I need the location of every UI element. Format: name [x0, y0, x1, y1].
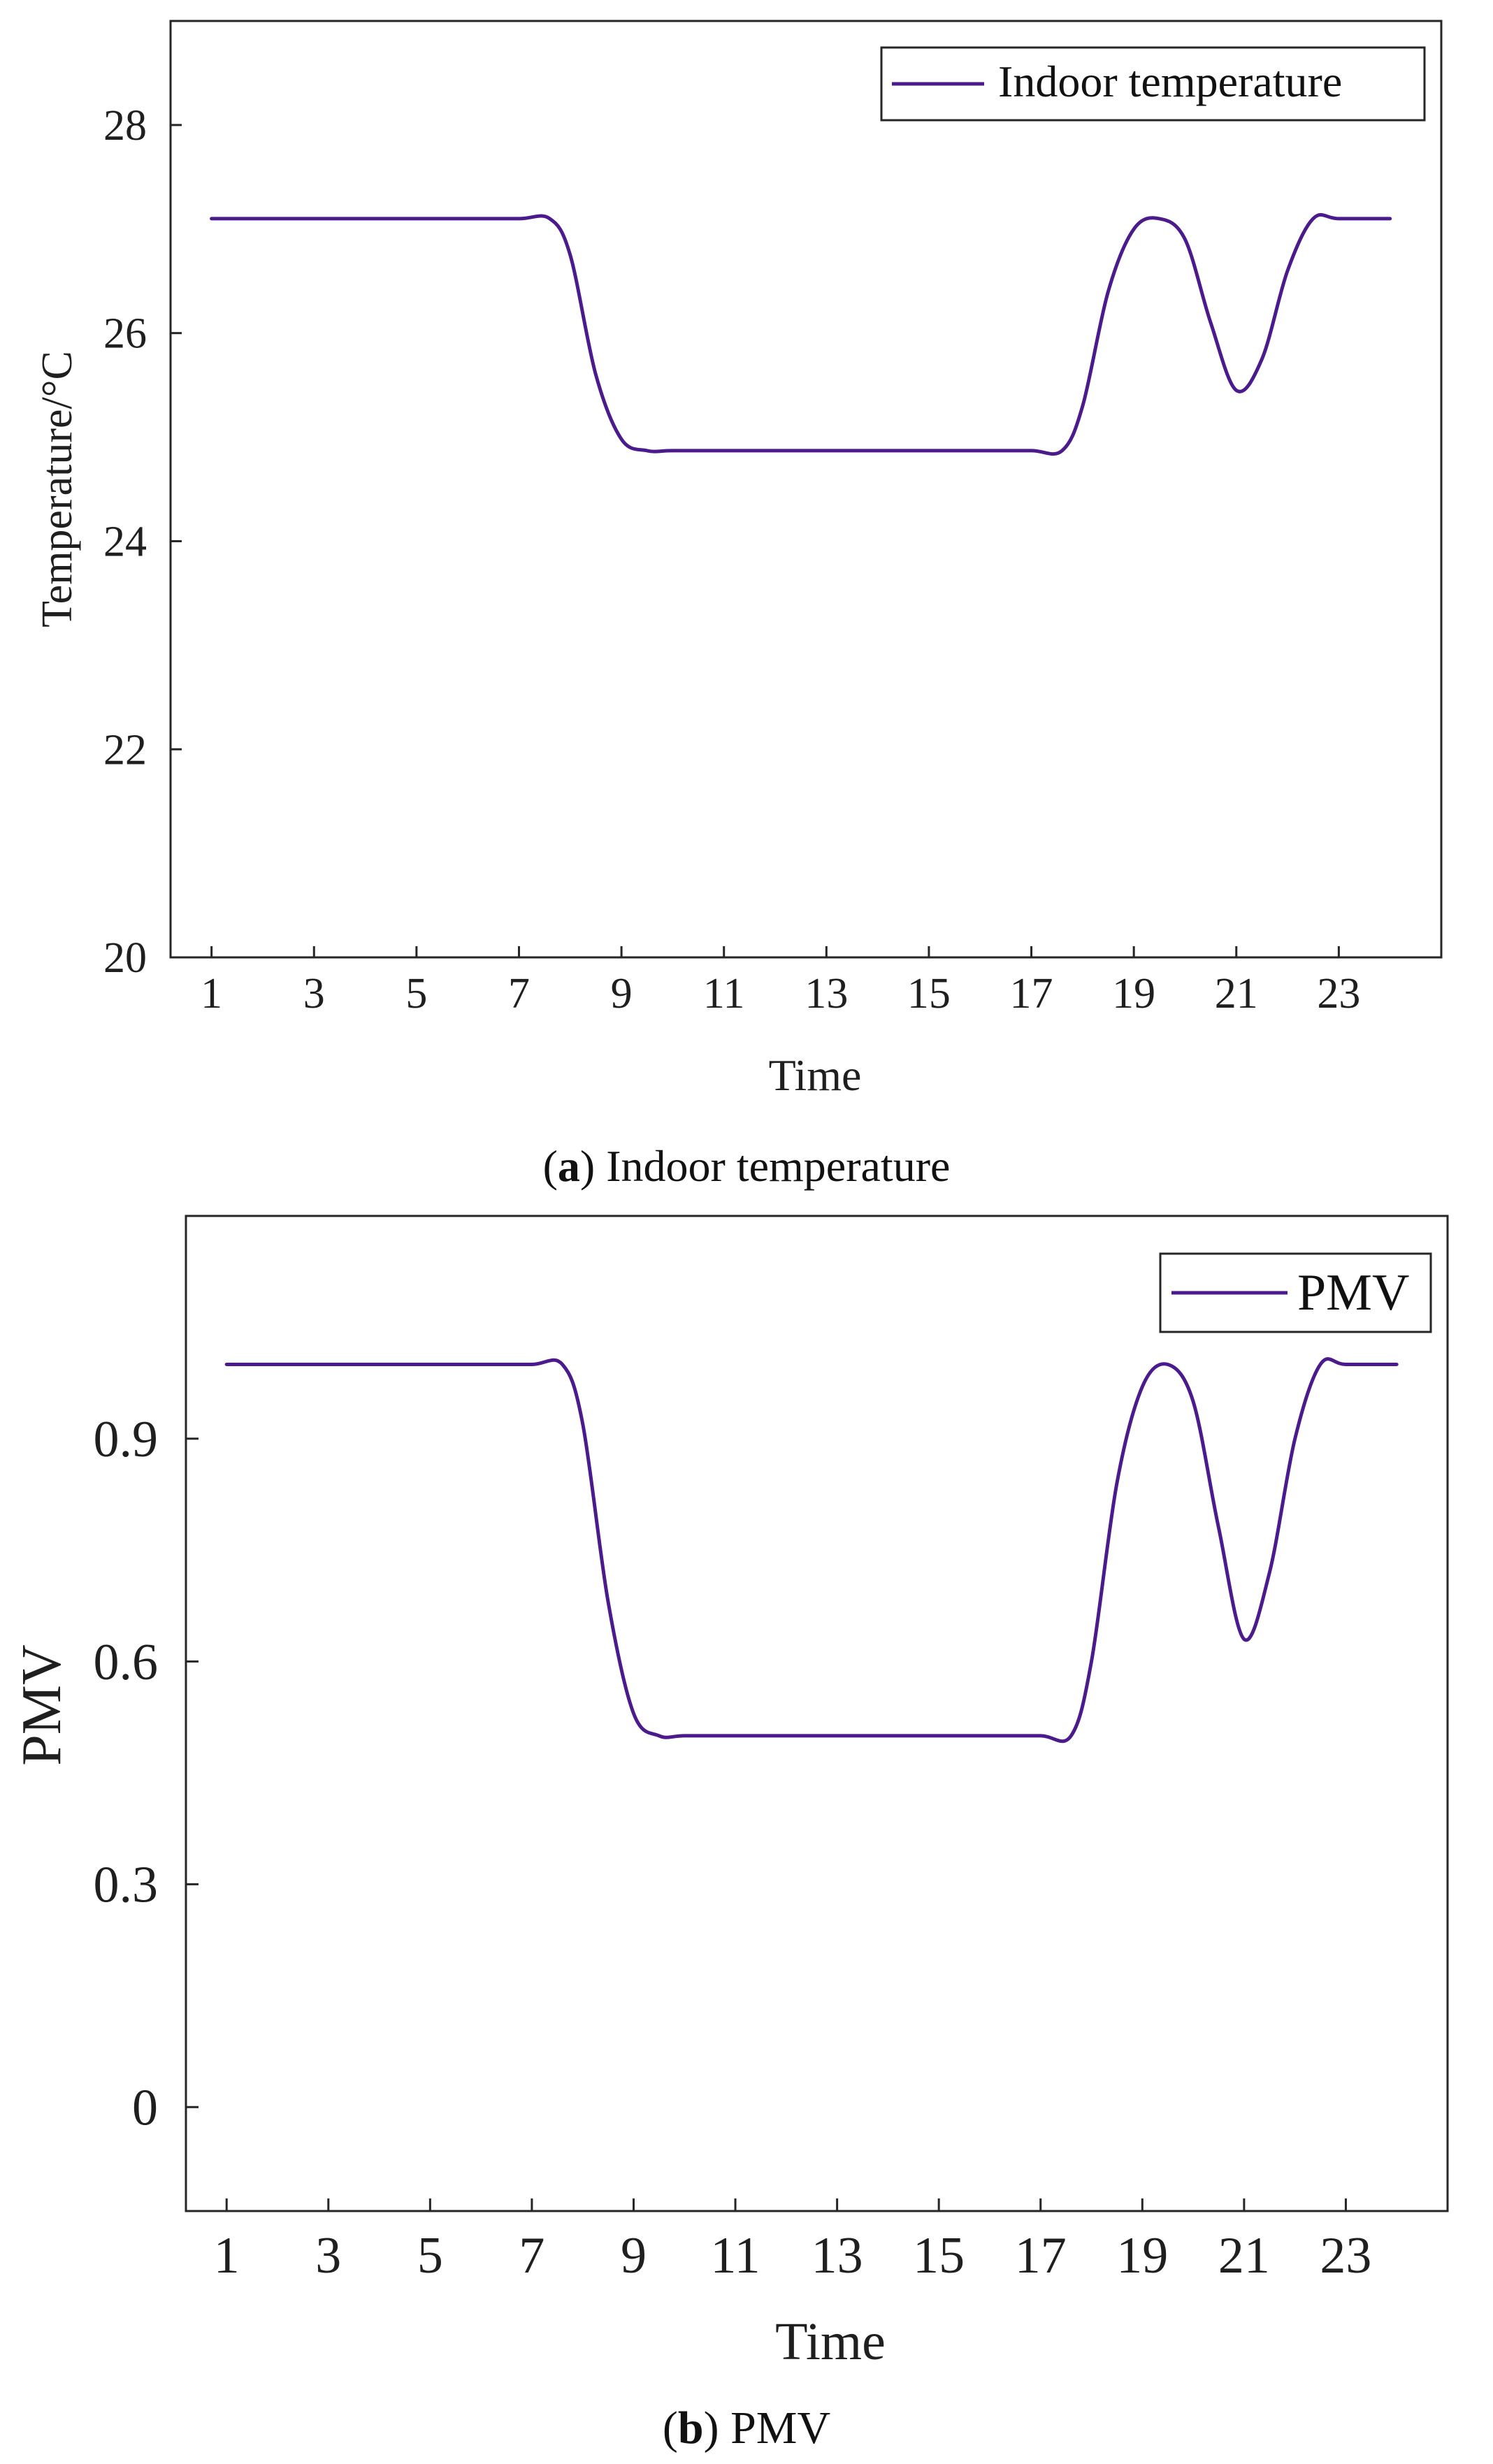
y-axis-title: Temperature/°C	[34, 351, 81, 628]
pmv-line	[224, 1357, 1399, 1744]
plot-frame	[169, 20, 1443, 959]
panel-caption: (a) Indoor temperature	[543, 1141, 951, 1191]
x-tick-label: 9	[611, 970, 633, 1017]
legend-label: PMV	[1297, 1264, 1409, 1321]
x-tick-label: 7	[508, 970, 530, 1017]
x-tick-label: 19	[1112, 970, 1155, 1017]
x-tick-label: 19	[1116, 2227, 1168, 2284]
x-axis-title: Time	[769, 1050, 862, 1100]
y-tick-label: 20	[103, 934, 147, 982]
y-tick-label: 26	[103, 310, 147, 358]
x-tick-label: 15	[913, 2227, 965, 2284]
x-axis-title: Time	[775, 2312, 886, 2371]
legend: Indoor temperature	[880, 46, 1426, 122]
x-tick-label: 5	[417, 2227, 443, 2284]
x-tick-label: 5	[405, 970, 427, 1017]
x-tick-label: 23	[1320, 2227, 1371, 2284]
caption-letter: a	[558, 1141, 580, 1191]
y-tick-label: 0.6	[94, 1634, 159, 1691]
x-tick-label: 21	[1215, 970, 1258, 1017]
plot-frame	[185, 1215, 1449, 2212]
x-tick-label: 17	[1015, 2227, 1067, 2284]
panel-caption: (b) PMV	[663, 2403, 830, 2454]
x-tick-label: 13	[805, 970, 848, 1017]
caption-letter: b	[678, 2403, 704, 2454]
x-tick-label: 13	[812, 2227, 863, 2284]
y-tick-label: 0	[132, 2079, 158, 2136]
x-tick-label: 15	[907, 970, 951, 1017]
x-tick-label: 17	[1010, 970, 1053, 1017]
y-tick-label: 22	[103, 726, 147, 774]
y-tick-label: 0.3	[94, 1857, 159, 1914]
x-tick-label: 9	[621, 2227, 647, 2284]
y-tick-label: 28	[103, 102, 147, 150]
indoor-temperature-line	[210, 212, 1392, 456]
x-tick-label: 3	[303, 970, 325, 1017]
x-tick-label: 11	[703, 970, 745, 1017]
caption-text: Indoor temperature	[595, 1141, 950, 1191]
y-tick-label: 24	[103, 519, 147, 566]
x-tick-label: 11	[710, 2227, 760, 2284]
legend: PMV	[1159, 1252, 1432, 1333]
y-tick-label: 0.9	[94, 1411, 159, 1468]
caption-text: PMV	[719, 2403, 831, 2454]
x-tick-label: 7	[519, 2227, 544, 2284]
x-tick-label: 1	[214, 2227, 240, 2284]
legend-label: Indoor temperature	[998, 57, 1342, 106]
x-tick-label: 3	[315, 2227, 341, 2284]
x-tick-label: 21	[1218, 2227, 1270, 2284]
x-tick-label: 23	[1317, 970, 1360, 1017]
x-tick-label: 1	[201, 970, 222, 1017]
y-axis-title: PMV	[11, 1644, 73, 1765]
